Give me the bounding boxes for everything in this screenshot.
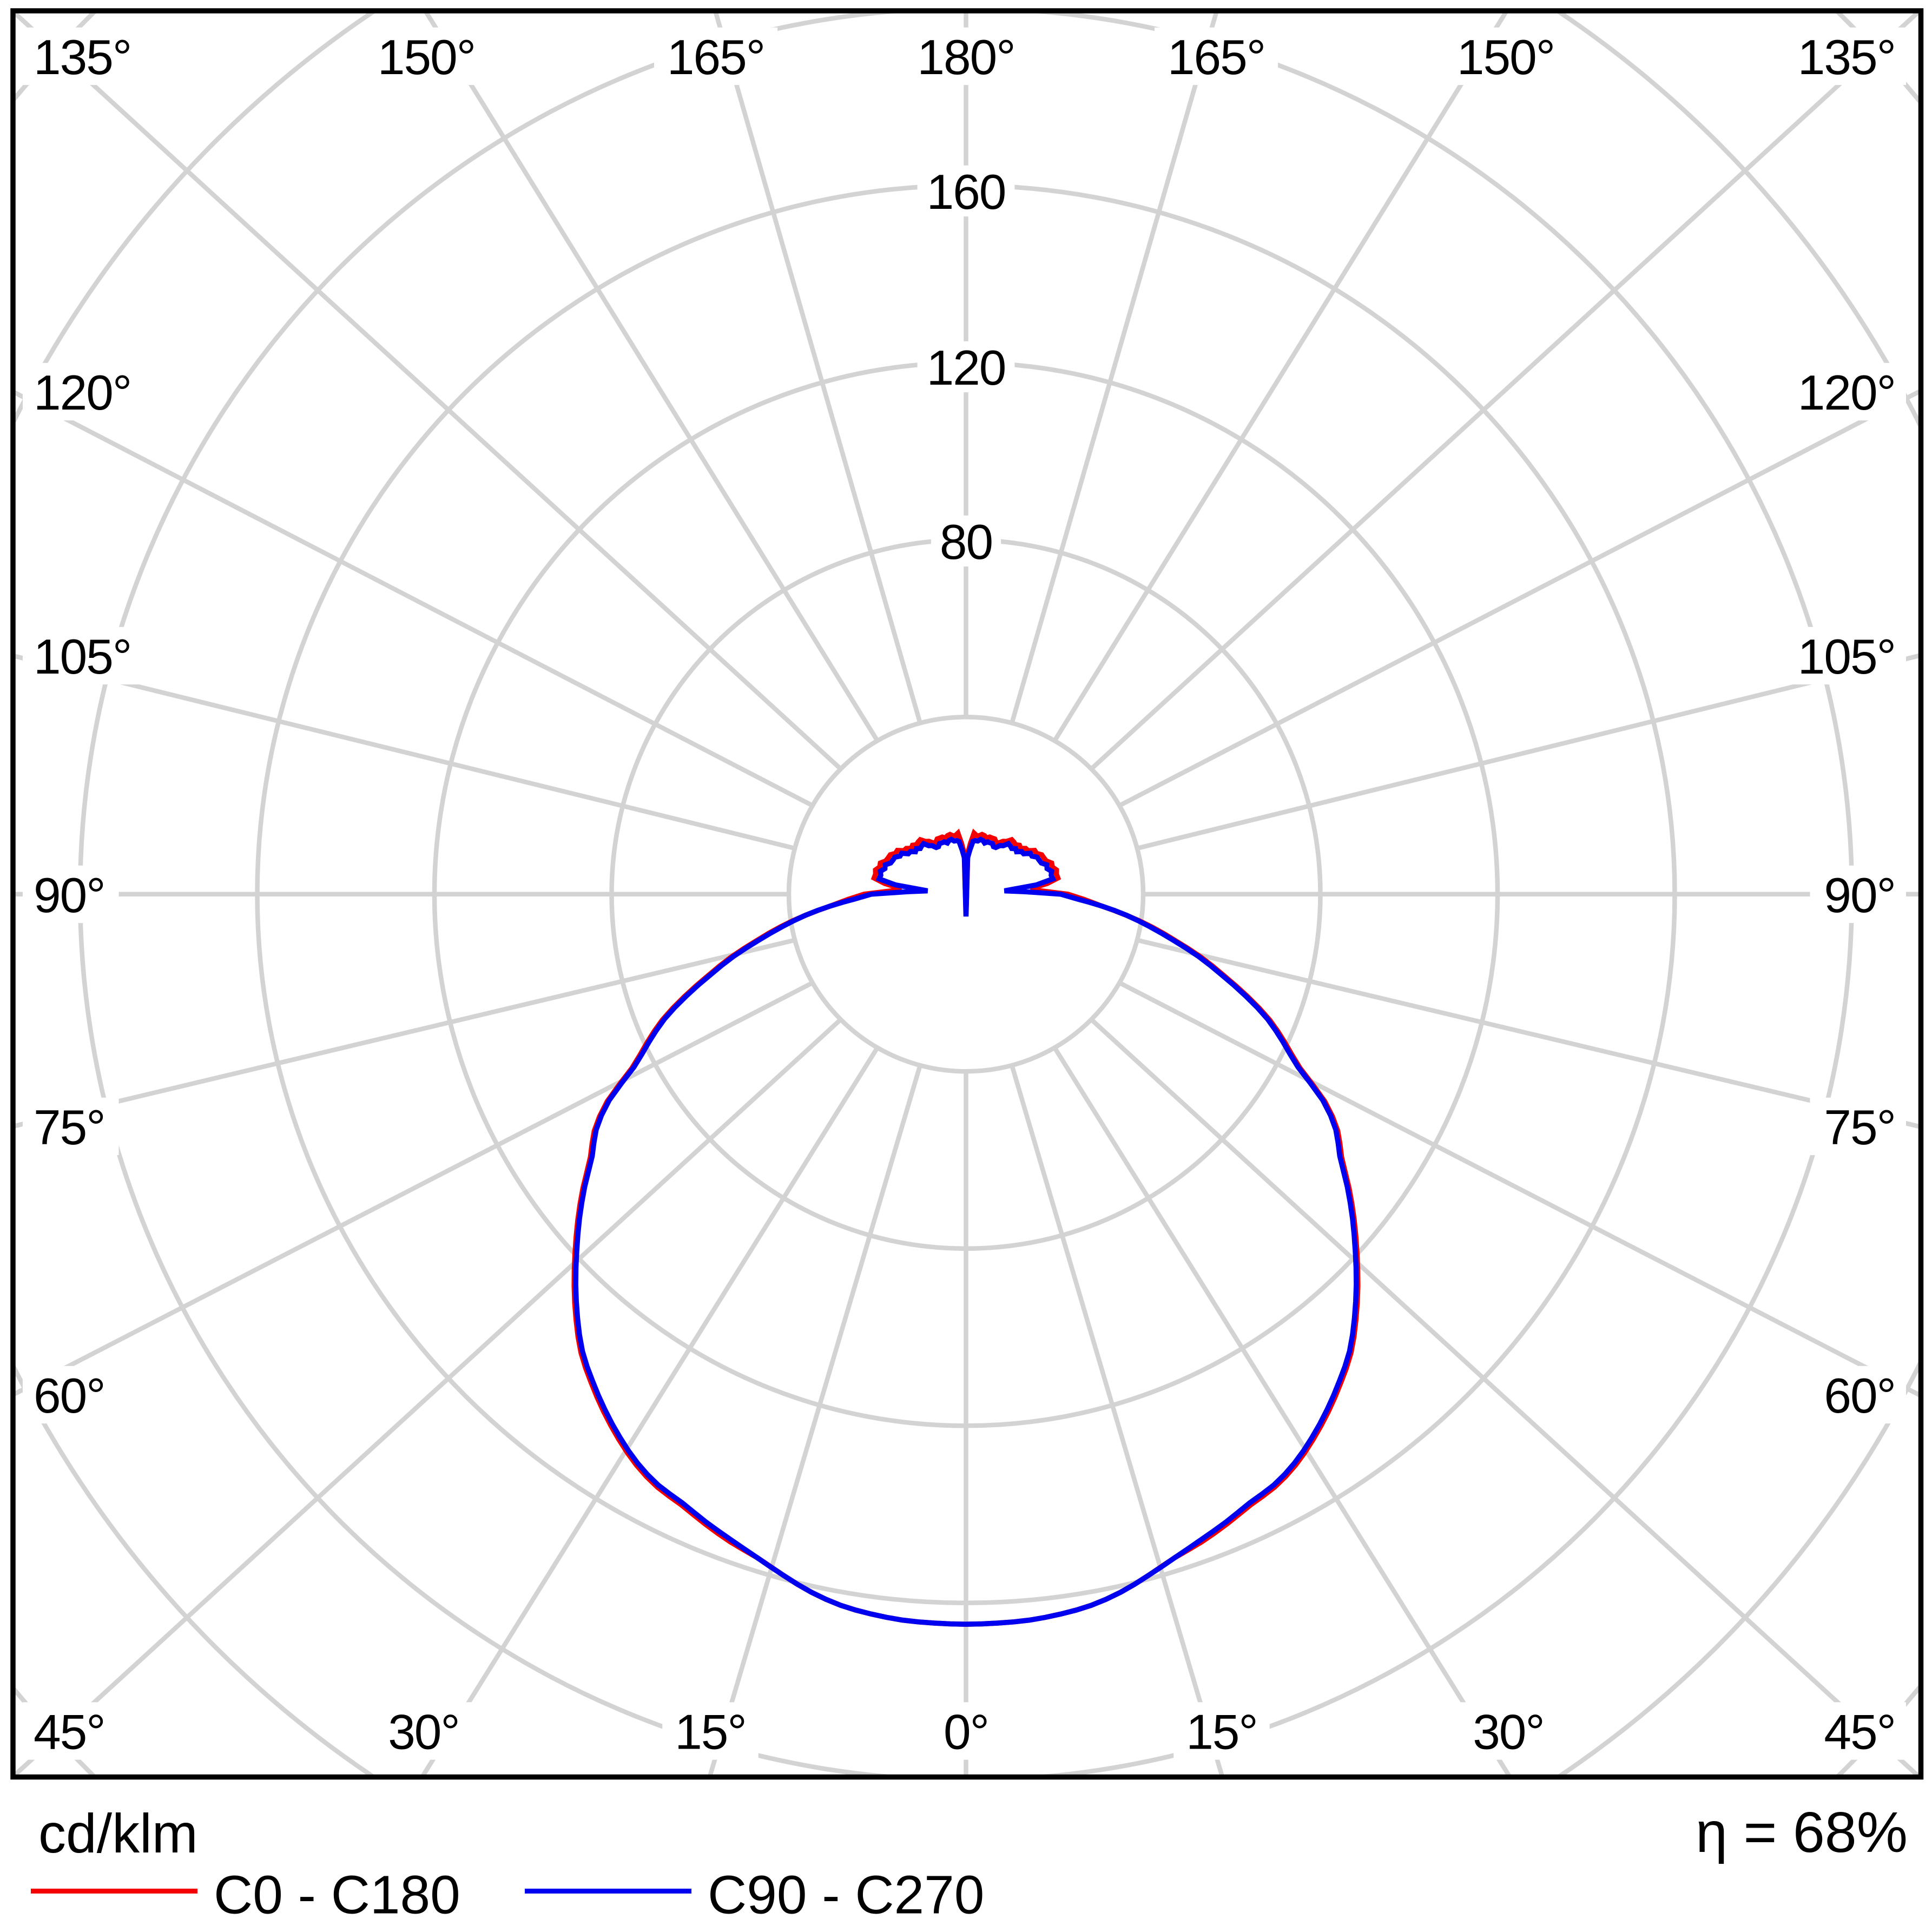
svg-text:15°: 15° [675,1705,746,1760]
svg-text:160: 160 [927,165,1006,220]
svg-text:90°: 90° [34,868,105,923]
svg-text:105°: 105° [34,630,131,684]
svg-text:135°: 135° [34,30,131,85]
svg-text:60°: 60° [34,1369,105,1423]
svg-text:120°: 120° [34,366,131,420]
svg-text:15°: 15° [1186,1705,1257,1760]
svg-text:165°: 165° [1168,30,1265,85]
svg-text:75°: 75° [1824,1100,1895,1155]
svg-text:135°: 135° [1798,30,1895,85]
svg-text:45°: 45° [34,1705,105,1760]
svg-text:C0 - C180: C0 - C180 [214,1865,460,1926]
svg-text:30°: 30° [1473,1705,1544,1760]
svg-text:150°: 150° [378,30,475,85]
svg-text:120°: 120° [1798,366,1895,420]
svg-text:90°: 90° [1824,868,1895,923]
svg-text:165°: 165° [667,30,764,85]
svg-text:120: 120 [927,341,1006,395]
svg-text:80: 80 [940,515,992,570]
svg-text:0°: 0° [944,1705,988,1760]
svg-text:30°: 30° [388,1705,459,1760]
svg-text:cd/klm: cd/klm [38,1803,198,1864]
svg-text:75°: 75° [34,1100,105,1155]
svg-text:60°: 60° [1824,1369,1895,1423]
svg-text:105°: 105° [1798,630,1895,684]
svg-text:C90 - C270: C90 - C270 [708,1865,984,1926]
svg-text:45°: 45° [1824,1705,1895,1760]
svg-text:η = 68%: η = 68% [1696,1801,1908,1864]
svg-text:180°: 180° [917,30,1014,85]
svg-text:150°: 150° [1457,30,1554,85]
